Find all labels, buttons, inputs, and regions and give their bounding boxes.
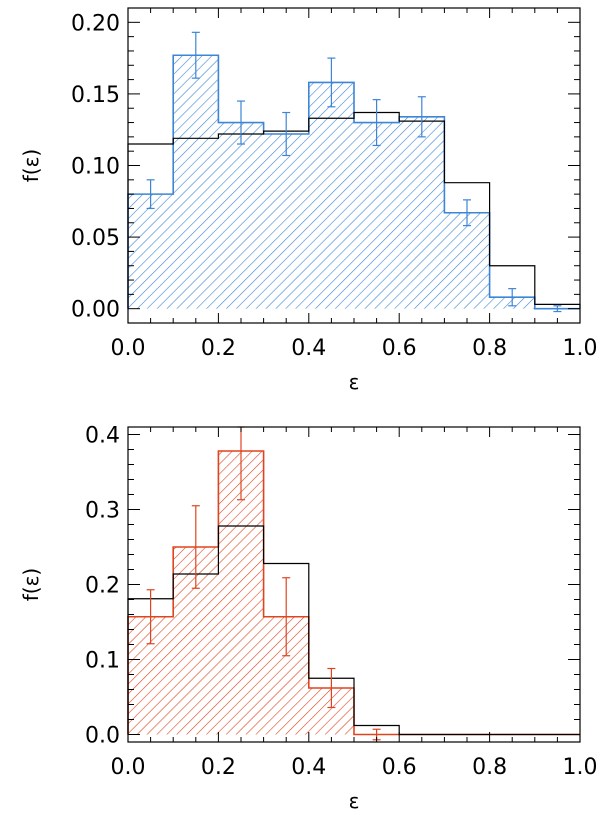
y-tick-label: 0.00 bbox=[71, 298, 120, 323]
error-bar bbox=[327, 667, 336, 709]
x-tick-label: 1.0 bbox=[563, 336, 598, 361]
x-tick-label: 0.8 bbox=[472, 755, 507, 780]
x-axis-label: ε bbox=[349, 789, 360, 813]
hist-bar bbox=[173, 55, 219, 309]
y-tick-label: 0.1 bbox=[85, 649, 120, 674]
error-bar bbox=[327, 57, 336, 108]
reference-series-outline bbox=[127, 525, 580, 736]
y-tick-label: 0.05 bbox=[71, 226, 120, 251]
error-bar bbox=[146, 179, 155, 210]
x-tick-label: 0.0 bbox=[111, 336, 146, 361]
y-tick-label: 0.3 bbox=[85, 499, 120, 524]
error-bar bbox=[191, 505, 200, 589]
error-bar bbox=[553, 305, 562, 313]
hatched-series-outline bbox=[127, 54, 580, 310]
error-bar bbox=[146, 589, 155, 645]
error-bar bbox=[372, 99, 381, 147]
error-bar bbox=[282, 111, 291, 157]
error-bar bbox=[417, 96, 426, 138]
hist-bar bbox=[218, 122, 264, 309]
y-tick-label: 0.4 bbox=[85, 424, 120, 449]
error-bar bbox=[191, 31, 200, 79]
x-axis-label: ε bbox=[349, 370, 360, 394]
hist-bar bbox=[354, 122, 400, 309]
x-tick-label: 0.6 bbox=[382, 755, 417, 780]
x-tick-label: 0.8 bbox=[472, 336, 507, 361]
hist-bar bbox=[444, 212, 490, 309]
y-tick-label: 0.20 bbox=[71, 11, 120, 36]
hist-bar bbox=[399, 116, 445, 309]
bottom-panel: 0.0 0.2 0.4 0.6 0.8 1.0 0.0 0.1 0.2 0.3 0.4 ε f(ε) bbox=[19, 424, 598, 814]
hist-bar bbox=[263, 134, 309, 309]
y-tick-label: 0.15 bbox=[71, 83, 120, 108]
error-bar bbox=[508, 288, 517, 307]
x-tick-label: 0.4 bbox=[291, 336, 326, 361]
x-tick-label: 1.0 bbox=[563, 755, 598, 780]
error-bar bbox=[282, 577, 291, 657]
y-tick-label: 0.0 bbox=[85, 724, 120, 749]
error-bar bbox=[463, 199, 471, 227]
y-axis-label: f(ε) bbox=[19, 149, 43, 182]
y-axis-label: f(ε) bbox=[19, 568, 43, 601]
y-tick-label: 0.10 bbox=[71, 155, 120, 180]
x-tick-label: 0.4 bbox=[291, 755, 326, 780]
x-tick-label: 0.2 bbox=[201, 336, 236, 361]
error-bar bbox=[237, 100, 245, 145]
reference-series-outline bbox=[127, 111, 581, 309]
hist-bar bbox=[128, 194, 174, 309]
x-tick-label: 0.6 bbox=[382, 336, 417, 361]
top-panel: 0.0 0.2 0.4 0.6 0.8 1.0 0.00 0.05 0.10 0.15 0.20 ε f… bbox=[19, 7, 598, 394]
y-tick-label: 0.2 bbox=[85, 574, 120, 599]
x-tick-label: 0.2 bbox=[201, 755, 236, 780]
x-tick-label: 0.0 bbox=[111, 755, 146, 780]
hist-bar bbox=[308, 82, 354, 309]
